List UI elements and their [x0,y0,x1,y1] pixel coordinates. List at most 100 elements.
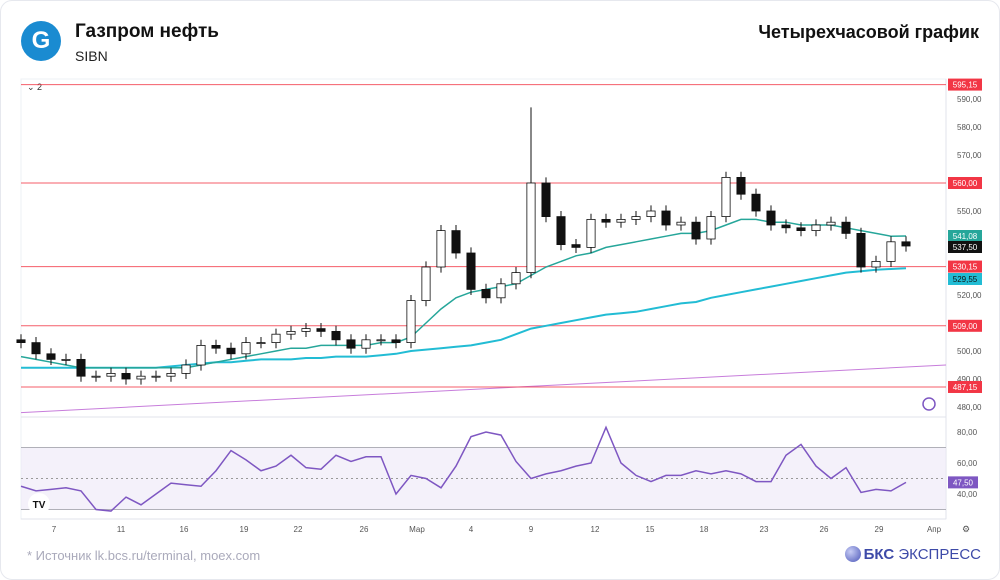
x-tick-label: 4 [469,525,474,534]
x-tick-label: 9 [529,525,534,534]
brand-rest: ЭКСПРЕСС [894,546,981,563]
candle-body [331,330,341,341]
candle-body [511,272,521,285]
candle-body [151,375,161,378]
candle-body [766,210,776,226]
candle-body [76,358,86,377]
y-tick-label: 490,00 [957,375,982,384]
candle-body [106,372,116,377]
candle-body [901,241,911,247]
candle-body [886,241,896,262]
chart-period: Четырехчасовой график [758,22,979,42]
candle-body [871,260,881,268]
candle-body [706,216,716,240]
gazprom-neft-logo: G [21,21,61,61]
y-tick-label: 480,00 [957,403,982,412]
candle-body [166,372,176,377]
ma-long-line [21,267,907,369]
price-badge-label: 537,50 [953,243,978,252]
rsi-line [20,425,907,512]
candle-body [541,182,551,217]
x-tick-label: 19 [240,525,249,534]
candle-body [841,221,851,234]
level-badge [948,380,982,393]
candle-body [616,218,626,223]
tradingview-logo-text: TV [33,500,46,511]
bcs-express-logo: БКС ЭКСПРЕСС [844,546,981,563]
candle-body [226,347,236,355]
ma-short-line [20,218,907,369]
y-tick-label: 570,00 [957,151,982,160]
price-badge [948,230,982,242]
candle-body [811,224,821,231]
candle-body [211,344,221,349]
candle-body [31,342,41,355]
x-tick-label: 29 [875,525,884,534]
level-badge [948,177,982,189]
source-note: * Источник lk.bcs.ru/terminal, moex.com [27,548,261,563]
price-badge [948,241,982,253]
candle-body [586,218,596,248]
ticker: SIBN [75,48,108,64]
candle-body [346,339,356,349]
price-badge-label: 541,08 [953,232,978,241]
candle-body [361,339,371,349]
candle-body [571,244,581,248]
y-tick-label: 590,00 [957,95,982,104]
level-label: 509,00 [953,322,978,331]
candle-body [121,372,131,380]
candle-body [136,375,146,380]
rsi-badge [948,476,978,489]
candle-body [526,182,536,273]
candle-body [406,300,416,344]
level-badge [948,260,982,273]
level-badge [948,78,982,91]
candle-body [301,328,311,332]
candle-body [421,266,431,301]
x-tick-label: 22 [294,525,303,534]
level-label: 595,15 [953,81,978,90]
candle-body [376,339,386,342]
candle-body [271,333,281,344]
candle-body [256,342,266,345]
candle-body [316,328,326,332]
candle-body [391,339,401,343]
candle-body [496,283,506,299]
x-tick-label: Мар [409,525,425,534]
candle-body [181,364,191,374]
y-tick-label: 500,00 [957,347,982,356]
candle-body [631,216,641,220]
settings-icon: ⚙ [962,524,970,534]
candle-body [196,344,206,366]
alert-icon [922,397,936,411]
candle-body [676,221,686,226]
y-tick-label: 520,00 [957,291,982,300]
candle-body [466,252,476,290]
candle-body [856,232,866,268]
candle-body [736,176,746,195]
y-tick-label: 580,00 [957,123,982,132]
level-badge [948,319,982,332]
candle-body [16,339,26,343]
candle-body [751,193,761,212]
x-tick-label: 11 [117,525,126,534]
price-badge [948,273,982,285]
price-badge-label: 529,55 [953,275,978,284]
x-tick-label: 26 [820,525,829,534]
level-label: 530,15 [953,263,978,272]
candle-body [691,221,701,240]
trend-line [20,364,947,414]
candle-body [241,342,251,355]
rsi-badge-label: 47,50 [953,478,974,487]
candle-body [481,288,491,299]
tradingview-logo [28,493,50,515]
candle-body [601,218,611,223]
x-tick-label: 18 [700,525,709,534]
candle-body [451,230,461,254]
candle-body [826,221,836,226]
candle-body [721,176,731,217]
x-tick-label: 7 [52,525,57,534]
collapse-label: ⌄ 2 [27,82,42,92]
rsi-tick-label: 40,00 [957,490,978,499]
